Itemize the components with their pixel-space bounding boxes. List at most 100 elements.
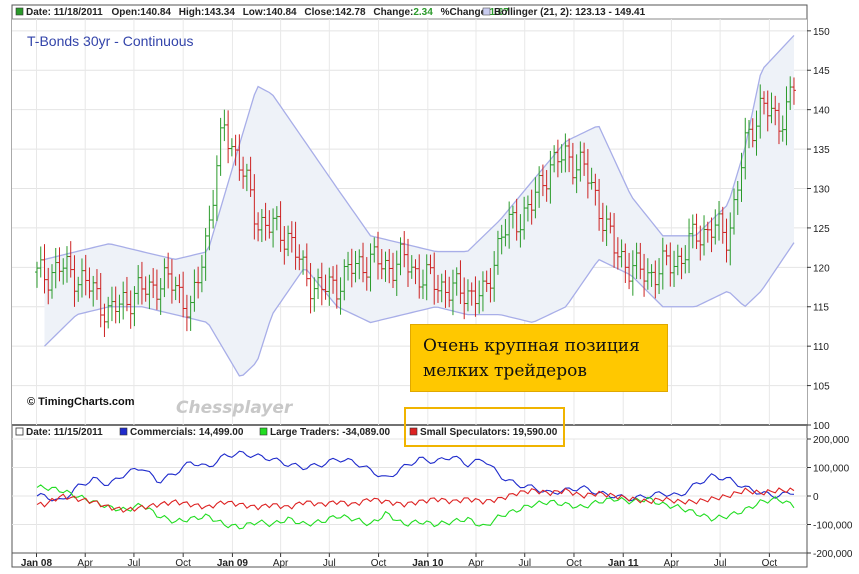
ohlc-bar [405, 238, 410, 287]
ohlc-bar [522, 196, 527, 240]
ohlc-bar [507, 201, 512, 249]
ohlc-bar [207, 205, 212, 251]
ohlc-bar [61, 258, 66, 285]
ohlc-bar [739, 152, 744, 202]
ohlc-bar [128, 290, 133, 329]
ohlc-bar [304, 243, 309, 287]
ohlc-bar [773, 95, 778, 126]
ohlc-bar [548, 150, 553, 204]
cot-y-tick-label: 200,000 [813, 435, 850, 446]
ohlc-bar [503, 219, 508, 247]
ohlc-bar [567, 138, 572, 173]
legend-swatch-cot-date [15, 427, 24, 436]
ohlc-bar [514, 198, 519, 241]
ohlc-bar [109, 286, 114, 322]
ohlc-bar [158, 278, 163, 315]
ohlc-bar [338, 277, 343, 315]
header-close: Close:142.78 [304, 7, 366, 18]
ohlc-bar [529, 189, 534, 225]
ohlc-bar [346, 251, 351, 281]
bollinger-header: Bollinger (21, 2): 123.13 - 149.41 [494, 7, 646, 18]
ohlc-bar [181, 271, 186, 318]
ohlc-bar [94, 269, 99, 300]
ohlc-bar [559, 144, 564, 173]
header-pct-label: %Change: [441, 7, 490, 18]
ohlc-bar [391, 252, 396, 289]
ohlc-bar [214, 155, 219, 222]
ohlc-bar [645, 258, 650, 290]
ohlc-bar [574, 154, 579, 194]
ohlc-bar [488, 268, 493, 303]
ohlc-bar [72, 255, 77, 307]
ohlc-bar [623, 243, 628, 283]
ohlc-bar [612, 213, 617, 268]
ohlc-bar [679, 247, 684, 280]
ohlc-bar [702, 215, 707, 256]
ohlc-bar [608, 212, 613, 234]
ohlc-bar [473, 276, 478, 317]
ohlc-bar [222, 109, 227, 142]
legend-swatch-commercials [119, 427, 128, 436]
ohlc-bar [683, 245, 688, 274]
ohlc-bar [87, 267, 92, 299]
ohlc-bar [192, 269, 197, 312]
ohlc-bar [687, 218, 692, 274]
ohlc-bar [450, 269, 455, 316]
legend-swatch-small [409, 427, 418, 436]
ohlc-bar [765, 90, 770, 132]
ohlc-bar [578, 141, 583, 182]
ohlc-bar [233, 134, 238, 166]
ohlc-bar [124, 276, 129, 312]
ohlc-bar [634, 242, 639, 279]
ohlc-bar [424, 254, 429, 301]
annotation-line-2: мелких трейдеров [423, 361, 587, 381]
ohlc-bar [589, 167, 594, 190]
x-tick-label: Oct [371, 558, 387, 569]
ohlc-bar [510, 205, 515, 229]
legend-swatch-price [15, 7, 24, 16]
price-y-tick-label: 110 [813, 342, 829, 353]
ohlc-bar [113, 286, 118, 324]
ohlc-bar [484, 270, 489, 292]
bollinger-fill [44, 35, 794, 376]
ohlc-bar [735, 180, 740, 215]
ohlc-bar [717, 200, 722, 241]
price-y-tick-label: 135 [813, 145, 830, 156]
copyright: © TimingCharts.com [27, 396, 135, 408]
ohlc-bar [166, 252, 171, 289]
x-axis: Jan 08 Apr Jul Oct Jan 09 Apr Jul Oct Jan 10 Apr J… [12, 552, 807, 569]
price-y-tick-label: 120 [813, 263, 830, 274]
ohlc-bar [271, 208, 276, 248]
ohlc-bar [256, 212, 261, 242]
ohlc-bar [664, 244, 669, 266]
ohlc-bar [533, 177, 538, 219]
ohlc-bar [136, 265, 141, 305]
ohlc-bar [379, 249, 384, 280]
small-speculators-line [36, 487, 795, 513]
ohlc-bar [383, 251, 388, 282]
ohlc-bar [776, 102, 781, 145]
ohlc-bar [432, 252, 437, 305]
price-y-tick-label: 100 [813, 421, 830, 432]
ohlc-bar [428, 254, 433, 275]
commercials-line [36, 450, 794, 502]
ohlc-bar [409, 255, 414, 279]
ohlc-bar [439, 273, 444, 303]
ohlc-bar [552, 145, 557, 173]
ohlc-bar [525, 195, 530, 222]
ohlc-bar [218, 117, 223, 176]
ohlc-bar [278, 201, 283, 252]
ohlc-bar [42, 244, 47, 294]
ohlc-bar [106, 296, 111, 329]
ohlc-bar [657, 258, 662, 294]
cot-header-date: Date: 11/15/2011 [26, 427, 103, 438]
ohlc-bar [540, 164, 545, 197]
ohlc-bar [211, 189, 216, 229]
ohlc-bar [492, 251, 497, 302]
ohlc-bar [694, 213, 699, 250]
ohlc-bar [435, 274, 440, 303]
x-tick-label: Jan 11 [608, 558, 639, 569]
ohlc-bar [241, 156, 246, 189]
ohlc-bar [462, 277, 467, 320]
ohlc-bar [750, 118, 755, 148]
